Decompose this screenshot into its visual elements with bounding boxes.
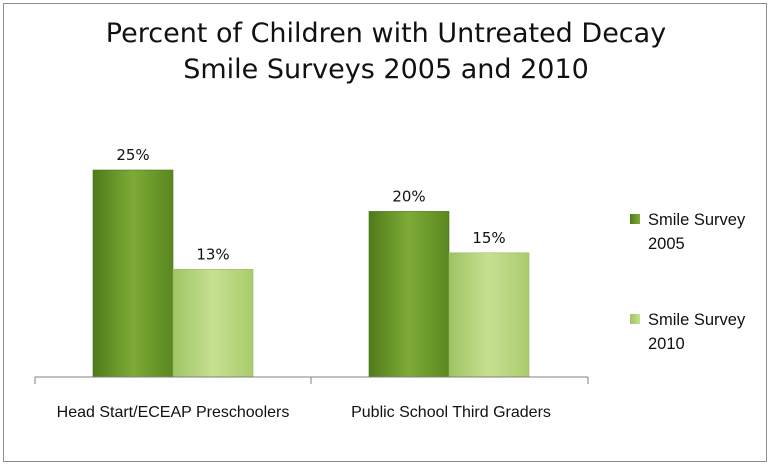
value-label-preschoolers-2010: 13% (196, 245, 229, 263)
chart-title-line-2: Smile Surveys 2005 and 2010 (183, 54, 589, 85)
legend-item-2005: Smile Survey 2005 (630, 208, 770, 308)
value-label-third-graders-2005: 20% (392, 187, 425, 205)
value-label-third-graders-2010: 15% (472, 229, 505, 247)
bar-third-graders-2005 (368, 211, 450, 378)
legend-label-2005-line-1: Smile Survey (648, 211, 746, 229)
legend: Smile Survey 2005 Smile Survey 2010 (630, 208, 770, 408)
chart-title-line-1: Percent of Children with Untreated Decay (105, 18, 667, 49)
legend-label-2010-line-2: 2010 (648, 335, 685, 353)
bar-preschoolers-2010 (172, 269, 254, 378)
legend-swatch-2005 (630, 214, 640, 224)
value-label-preschoolers-2005: 25% (116, 146, 149, 164)
legend-label-2010-line-1: Smile Survey (648, 311, 746, 329)
category-label-third-graders: Public School Third Graders (351, 404, 551, 421)
category-label-preschoolers: Head Start/ECEAP Preschoolers (57, 404, 290, 421)
chart-title: Percent of Children with Untreated Decay… (0, 16, 772, 88)
bar-third-graders-2010 (448, 252, 530, 378)
legend-swatch-2010 (630, 314, 640, 324)
legend-item-2010: Smile Survey 2010 (630, 308, 770, 408)
legend-label-2005-line-2: 2005 (648, 235, 685, 253)
bar-preschoolers-2005 (92, 169, 174, 378)
legend-label-2010: Smile Survey 2010 (648, 308, 768, 356)
legend-label-2005: Smile Survey 2005 (648, 208, 768, 256)
